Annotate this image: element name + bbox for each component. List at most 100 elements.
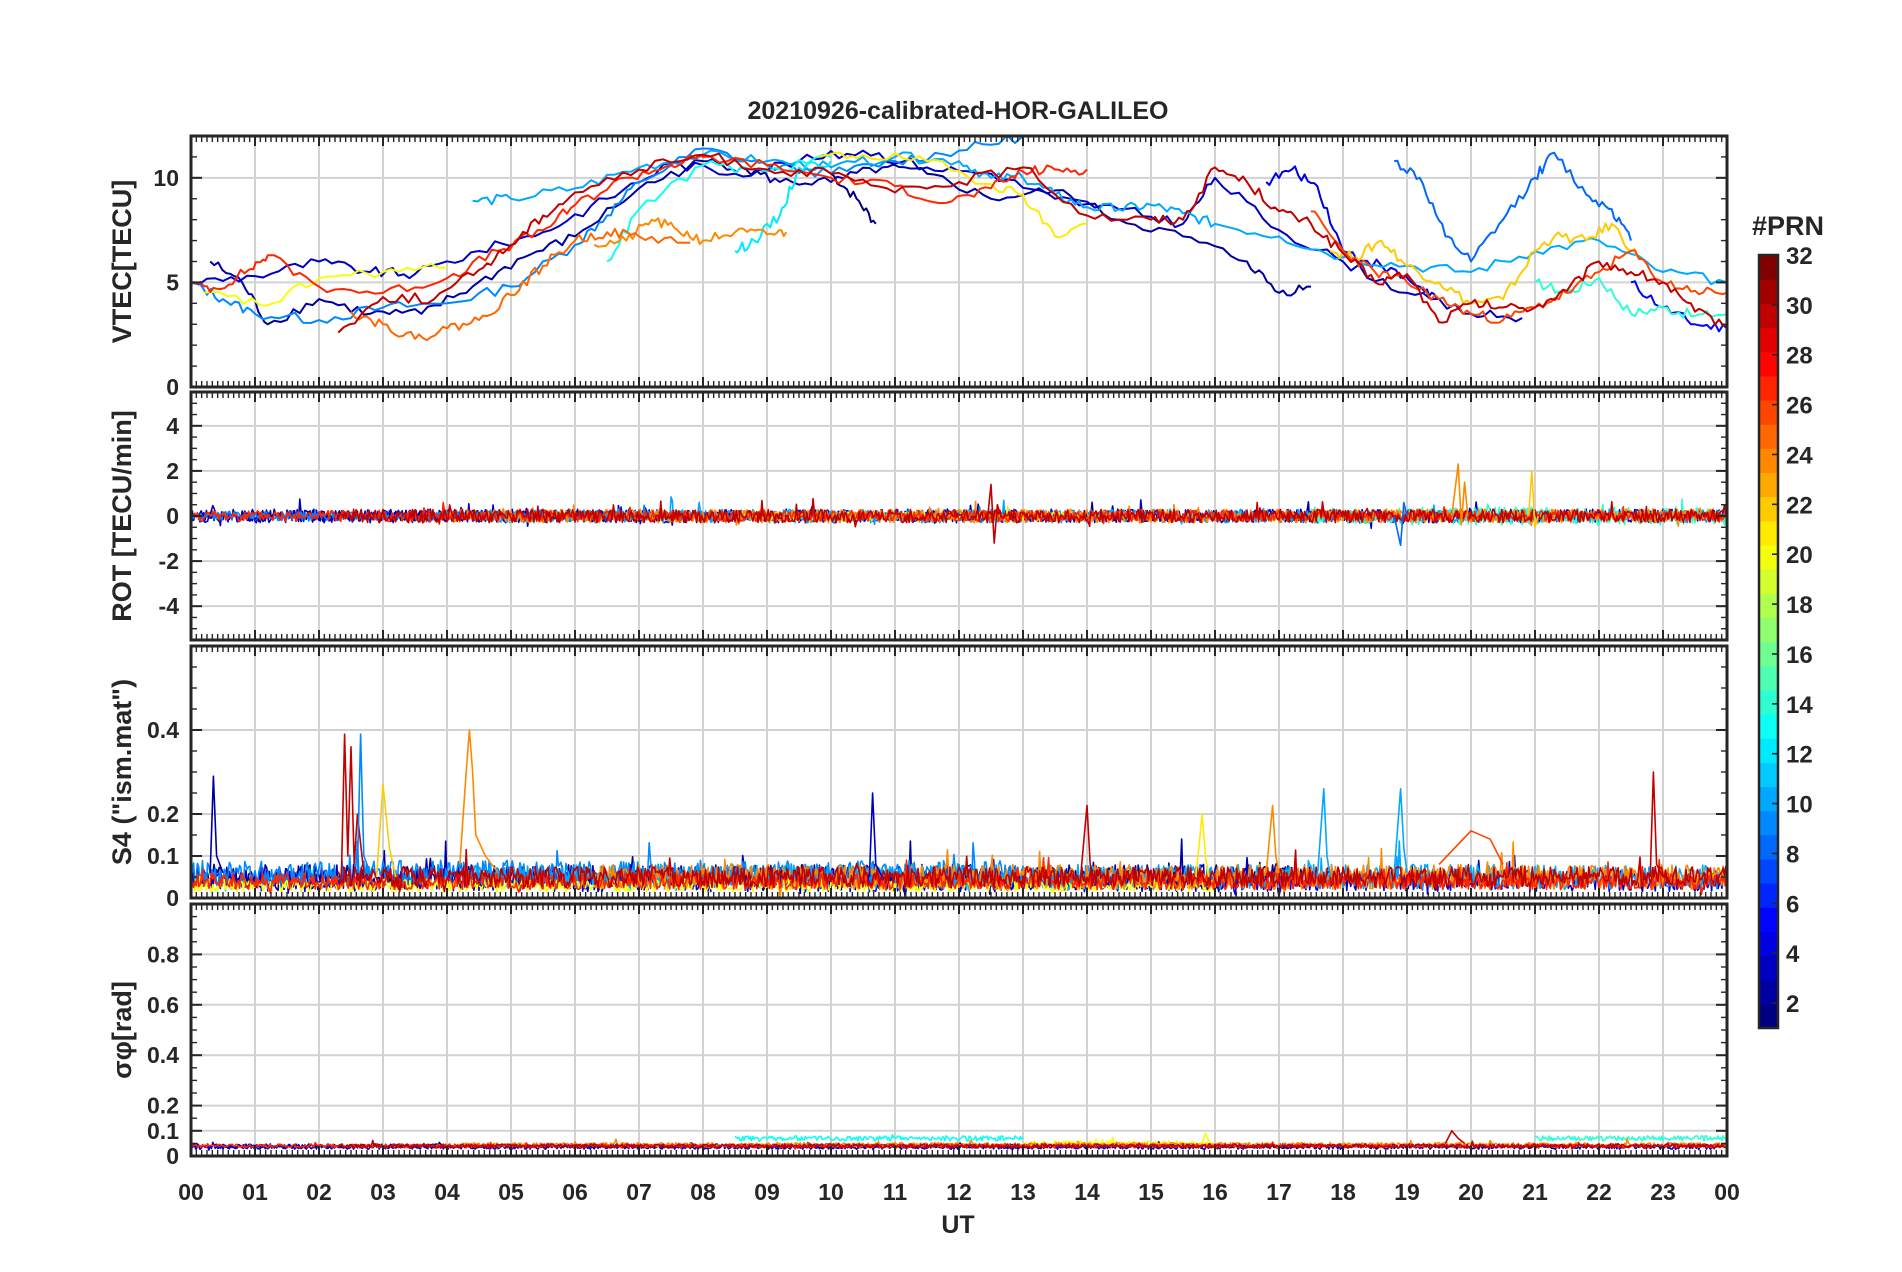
colorbar-tick-label: 2 xyxy=(1786,991,1799,1018)
x-tick-label: 18 xyxy=(1330,1179,1356,1205)
ticks xyxy=(190,645,1728,899)
x-tick-label: 01 xyxy=(242,1179,268,1205)
series-prn-30 xyxy=(1649,771,1664,878)
series-prn-21 xyxy=(1195,813,1210,878)
series-prn-30 xyxy=(1079,804,1095,878)
series-prn-3 xyxy=(868,792,883,878)
x-tick-label: 19 xyxy=(1394,1179,1420,1205)
colorbar-segment xyxy=(1759,883,1778,908)
series-prn-30 xyxy=(337,848,1727,893)
x-tick-label: 05 xyxy=(498,1179,524,1205)
series-prn-27 xyxy=(191,154,1088,295)
colorbar-tick-label: 26 xyxy=(1786,393,1813,420)
colorbar-tick-label: 4 xyxy=(1786,941,1800,968)
colorbar-segment xyxy=(1759,279,1778,304)
y-axis-label: S4 ("ism.mat") xyxy=(107,679,137,865)
series-prn-30 xyxy=(340,733,365,878)
colorbar-segment xyxy=(1759,738,1778,763)
y-axis-label: ROT [TECU/min] xyxy=(107,410,137,621)
y-tick-label: 0.4 xyxy=(147,717,179,743)
colorbar-segment xyxy=(1759,762,1778,788)
chart-title: 20210926-calibrated-HOR-GALILEO xyxy=(748,97,1169,125)
colorbar-segment xyxy=(1759,810,1778,836)
series-prn-2 xyxy=(209,775,224,874)
series-group xyxy=(191,136,1727,342)
x-tick-label: 21 xyxy=(1522,1179,1548,1205)
series-prn-24 xyxy=(459,729,499,874)
colorbar-tick-label: 16 xyxy=(1786,642,1813,669)
x-tick-label: 17 xyxy=(1266,1179,1292,1205)
colorbar-segment xyxy=(1759,472,1778,498)
y-tick-label: 5 xyxy=(166,269,179,295)
series-prn-20 xyxy=(1201,1132,1213,1145)
series-prn-22 xyxy=(1329,222,1639,305)
colorbar-tick-label: 8 xyxy=(1786,841,1799,868)
y-tick-label: 0 xyxy=(166,1143,179,1169)
y-tick-label: 0.1 xyxy=(147,843,179,869)
colorbar-tick-label: 6 xyxy=(1786,891,1799,918)
series-prn-24 xyxy=(446,1138,1727,1149)
ticks xyxy=(190,903,1728,1157)
colorbar-segment xyxy=(1759,1003,1778,1029)
x-tick-label: 04 xyxy=(434,1179,460,1205)
colorbar-tick-label: 32 xyxy=(1786,243,1813,270)
colorbar-segment xyxy=(1759,303,1778,329)
x-tick-label: 07 xyxy=(626,1179,652,1205)
series-prn-24 xyxy=(1265,804,1280,873)
x-tick-label: 22 xyxy=(1586,1179,1612,1205)
y-tick-label: 0 xyxy=(166,885,179,911)
y-tick-label: 0 xyxy=(166,503,179,529)
y-axis-label: VTEC[TECU] xyxy=(107,180,137,344)
x-tick-label: 12 xyxy=(946,1179,972,1205)
panel-sigma: 00.10.2 0.4 0.6 0.8 σφ[rad] xyxy=(107,902,1729,1169)
series-prn-26 xyxy=(1438,830,1504,865)
colorbar-tick-label: 30 xyxy=(1786,293,1813,320)
series-prn-24 xyxy=(1451,463,1469,526)
series-prn-9 xyxy=(356,733,371,874)
x-tick-label: 11 xyxy=(883,1179,908,1205)
series-prn-25 xyxy=(350,227,691,342)
series-prn-30 xyxy=(337,497,1727,528)
x-tick-label: 10 xyxy=(818,1179,844,1205)
x-axis-label: UT xyxy=(941,1211,974,1239)
series-prn-14 xyxy=(1534,1135,1727,1142)
x-tick-label: 08 xyxy=(690,1179,716,1205)
panel-s4: 0 0.1 0.2 0.4 S4 ("ism.mat") xyxy=(107,644,1729,911)
colorbar-tick-label: 14 xyxy=(1786,692,1813,719)
colorbar-tick-label: 28 xyxy=(1786,343,1813,370)
series-prn-30 xyxy=(1444,1130,1466,1145)
y-tick-label: 0 xyxy=(166,374,179,400)
series-prn-13 xyxy=(734,1133,1024,1143)
x-tick-label: 23 xyxy=(1650,1179,1676,1205)
x-tick-label: 03 xyxy=(370,1179,396,1205)
panel-vtec: 0 5 10 VTEC[TECU] xyxy=(107,134,1729,400)
colorbar-segment xyxy=(1759,351,1778,377)
colorbar-tick-label: 20 xyxy=(1786,542,1813,569)
series-prn-30 xyxy=(987,483,1002,544)
series-prn-21 xyxy=(817,151,1087,239)
colorbar-segment xyxy=(1759,375,1778,401)
series-prn-1 xyxy=(830,172,877,225)
colorbar-segment xyxy=(1759,496,1778,522)
series-prn-26 xyxy=(1310,210,1727,324)
colorbar-segment xyxy=(1759,617,1778,643)
y-tick-label: 0.6 xyxy=(147,992,179,1018)
series-prn-8 xyxy=(1393,501,1408,547)
x-tick-label: 02 xyxy=(306,1179,332,1205)
series-prn-10 xyxy=(1316,788,1331,878)
colorbar-label: #PRN xyxy=(1752,211,1824,241)
series-prn-22 xyxy=(1527,470,1539,529)
colorbar-segment xyxy=(1759,665,1778,691)
colorbar-segment xyxy=(1759,399,1778,425)
y-tick-label: 0.2 xyxy=(147,801,179,827)
series-prn-10 xyxy=(1393,788,1408,873)
colorbar-segment xyxy=(1759,424,1778,449)
colorbar-tick-label: 12 xyxy=(1786,742,1813,769)
colorbar-segment xyxy=(1759,641,1778,667)
x-tick-labels: 00 01 02 03 04 05 06 07 08 09 10 11 12 13 14 15 16 17 18 19… xyxy=(178,1179,1740,1205)
colorbar-segment xyxy=(1759,689,1778,715)
y-tick-label: 0.4 xyxy=(147,1042,179,1068)
